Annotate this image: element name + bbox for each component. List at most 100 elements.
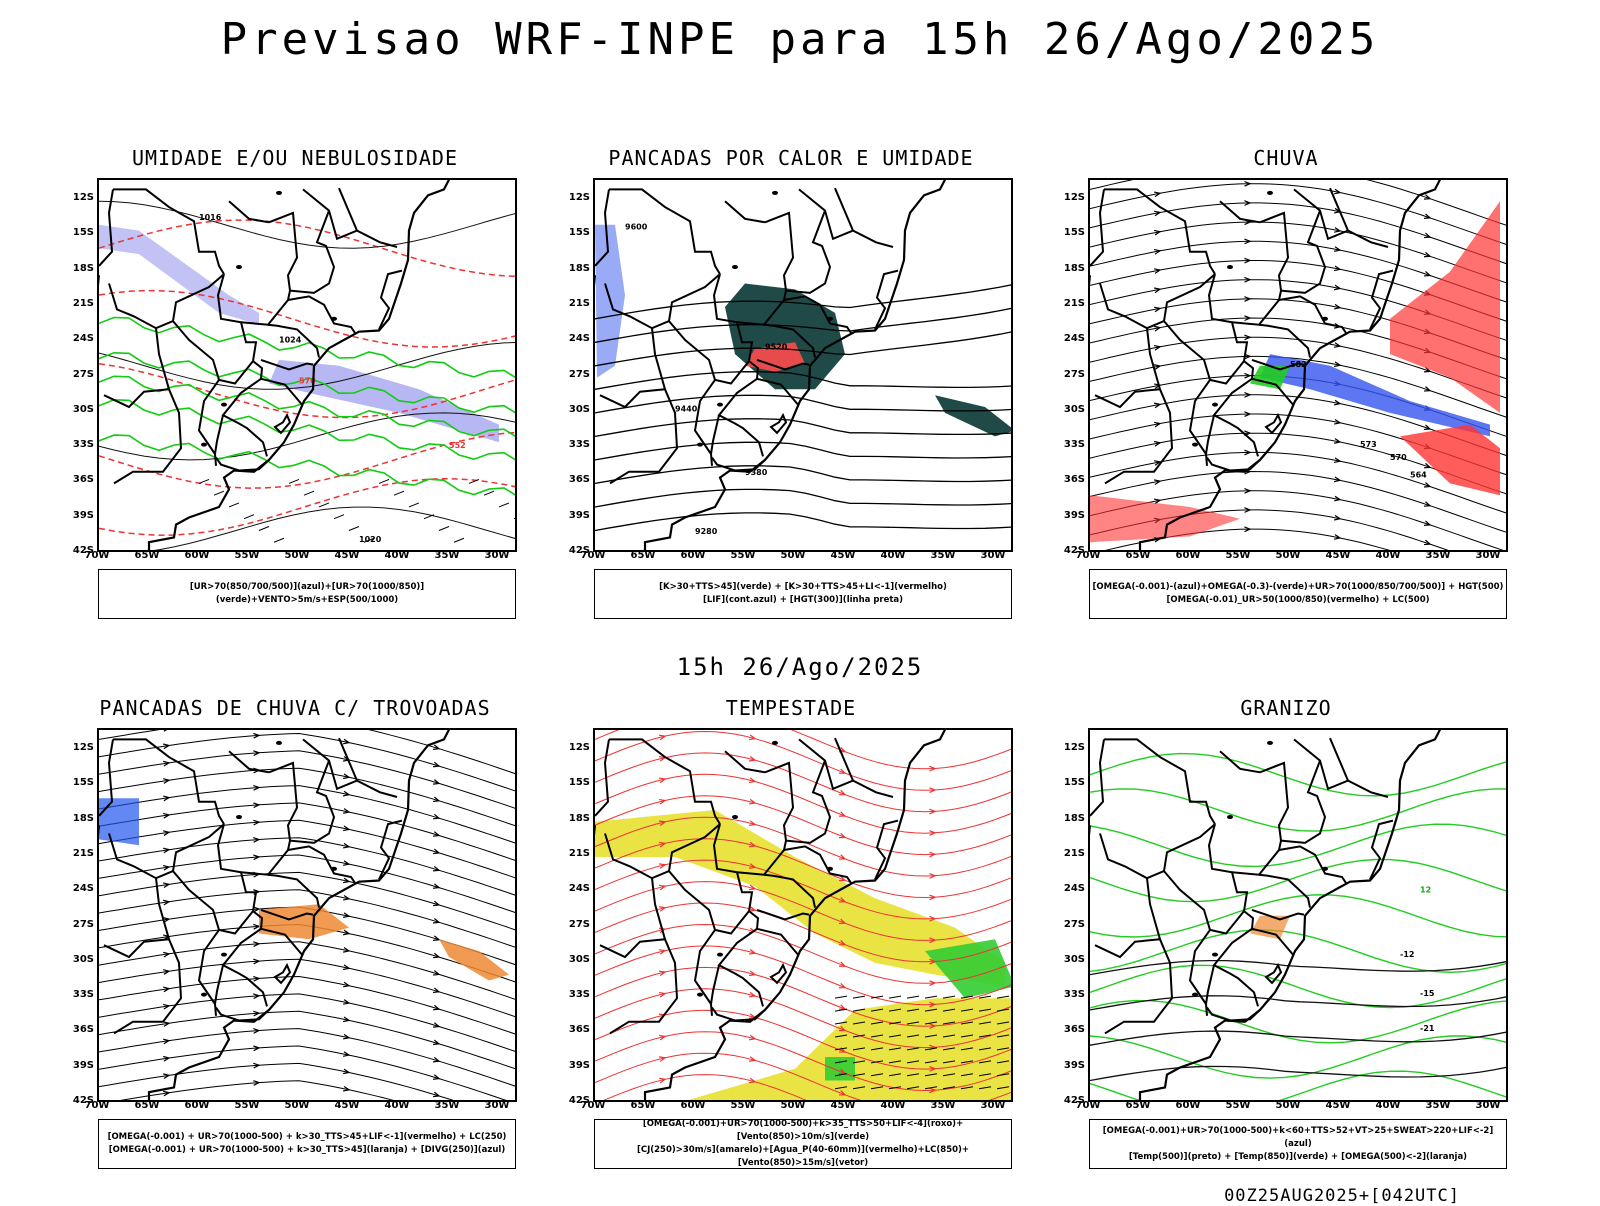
flow-arrow <box>432 831 441 837</box>
political-border <box>756 927 799 956</box>
flow-arrow <box>253 819 261 826</box>
latitude-tick-label: 24S <box>72 883 94 895</box>
wind-vector <box>942 1047 956 1051</box>
temp850-contour <box>1090 999 1506 1044</box>
wind-vector <box>870 1047 884 1051</box>
hgt300-contour <box>595 284 1011 320</box>
political-border <box>604 823 721 880</box>
flow-arrow <box>1244 449 1252 456</box>
flow-arrow <box>163 778 171 784</box>
flow-arrow <box>1334 188 1342 195</box>
streamline <box>99 785 515 844</box>
latitude-tick-label: 24S <box>1063 883 1085 895</box>
contour-label: 570 <box>299 376 316 385</box>
lagoa-dos-patos <box>769 412 788 435</box>
legend-line: [LIF](cont.azul) + [HGT(300)](linha pret… <box>702 595 904 605</box>
wind-vector <box>906 1060 920 1064</box>
humidity-contour <box>99 398 515 461</box>
flow-arrow <box>658 991 667 998</box>
longitude-tick-label: 30W <box>484 1100 510 1111</box>
wind-vector <box>924 1073 938 1077</box>
flow-arrow <box>163 1055 171 1062</box>
longitude-tick-label: 65W <box>1125 550 1151 561</box>
longitude-tick-label: 60W <box>1175 550 1201 561</box>
flow-arrow <box>1334 265 1342 272</box>
wind-vector <box>942 1021 956 1025</box>
political-border <box>1094 328 1162 409</box>
flow-arrow <box>1154 402 1162 409</box>
flow-arrow <box>658 906 667 912</box>
political-border <box>783 845 852 884</box>
flow-arrow <box>1154 479 1162 485</box>
temp850-contour <box>1090 929 1506 974</box>
longitude-tick-label: 30W <box>980 1100 1006 1111</box>
flow-arrow <box>253 732 261 739</box>
flow-arrow <box>342 877 351 884</box>
flow-arrow <box>1244 411 1252 417</box>
flow-arrow <box>748 1077 757 1084</box>
political-border <box>228 750 270 774</box>
wind-vector <box>228 502 240 508</box>
flow-arrow <box>658 734 667 741</box>
flow-arrow <box>929 937 937 944</box>
latitude-tick-label: 30S <box>1063 403 1085 415</box>
flow-arrow <box>1423 462 1432 469</box>
flow-arrow <box>1423 213 1432 219</box>
wind-vector <box>906 1008 920 1012</box>
east-coastline <box>643 730 947 1100</box>
flow-arrow <box>1423 232 1432 239</box>
temp500-contour <box>1090 1030 1506 1046</box>
lake-marker <box>732 815 738 820</box>
flow-arrow <box>658 1034 667 1041</box>
political-border <box>1212 360 1259 457</box>
wind-vector <box>870 1060 884 1064</box>
lake-marker <box>201 442 207 447</box>
flow-arrow <box>253 802 261 809</box>
lagoa-dos-patos <box>769 962 788 985</box>
political-border <box>668 320 750 385</box>
wind-vector <box>996 1021 1010 1025</box>
forecast-map: 1016 1024 1020 570 552 <box>97 178 517 552</box>
longitude-tick-label: 70W <box>1075 550 1101 561</box>
wind-vector <box>960 1073 974 1077</box>
lake-marker <box>827 866 833 871</box>
pressure-contour <box>99 341 515 390</box>
political-border <box>267 323 320 358</box>
flow-arrow <box>432 1004 441 1011</box>
latitude-tick-label: 42S <box>1063 545 1085 556</box>
wind-vector <box>996 1008 1010 1012</box>
longitude-tick-label: 50W <box>780 550 806 561</box>
streamline <box>99 975 515 1035</box>
latitude-tick-label: 36S <box>1063 474 1085 486</box>
political-border <box>1090 189 1105 267</box>
latitude-tick-label: 15S <box>568 777 590 789</box>
flow-arrow <box>838 897 847 903</box>
political-border <box>1163 870 1245 935</box>
flow-arrow <box>432 900 441 907</box>
flow-arrow <box>748 820 757 826</box>
geopotential-contour <box>99 289 515 348</box>
political-border <box>289 760 336 844</box>
wind-vector <box>906 1021 920 1025</box>
political-border <box>287 845 356 884</box>
flow-arrow <box>748 777 757 784</box>
flow-arrow <box>342 1068 351 1075</box>
flow-arrow <box>432 796 441 803</box>
political-border <box>609 938 679 1035</box>
flow-arrow <box>1154 249 1162 255</box>
political-border <box>1329 737 1349 781</box>
contour-label: 12 <box>1420 885 1431 894</box>
flow-arrow <box>163 917 171 923</box>
political-border <box>1207 823 1249 912</box>
flow-arrow <box>1334 361 1342 368</box>
flow-arrow <box>838 918 847 924</box>
streamline <box>99 993 515 1052</box>
flow-arrow <box>1154 460 1162 466</box>
lake-marker <box>236 815 242 820</box>
political-border <box>736 761 795 876</box>
wind-vector <box>924 1008 938 1012</box>
wind-vector <box>960 995 974 999</box>
flow-arrow <box>1244 334 1252 341</box>
longitude-tick-label: 35W <box>1425 550 1451 561</box>
flow-arrow <box>1244 315 1252 322</box>
